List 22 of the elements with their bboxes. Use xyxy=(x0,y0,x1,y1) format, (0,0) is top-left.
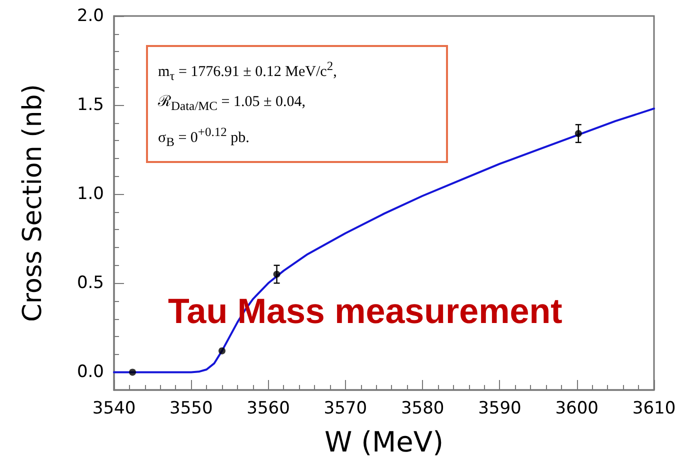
point xyxy=(218,347,226,354)
y-axis-title: Cross Section (nb) xyxy=(18,84,48,322)
x-tick-label: 3580 xyxy=(400,398,444,418)
y-tick-label: 1.0 xyxy=(76,184,104,204)
x-tick-label: 3540 xyxy=(92,398,136,418)
y-tick-label: 2.0 xyxy=(76,6,104,26)
x-tick-label: 3590 xyxy=(478,398,522,418)
x-axis-title: W (MeV) xyxy=(324,426,444,458)
annotation: σ$_{B}$ = 0$^{+0.12}$ pb. xyxy=(158,124,250,151)
x-tick-label: 3610 xyxy=(632,398,676,418)
x-tick-label: 3560 xyxy=(246,398,290,418)
annotation: m$_{τ}$ = 1776.91 ± 0.12 MeV/c$^{2}$, xyxy=(158,58,338,85)
point xyxy=(129,368,136,376)
x-tick-label: 3570 xyxy=(324,398,368,418)
y-tick-label: 0.5 xyxy=(76,273,104,294)
annotation: ℛ$_{Data/MC}$ = 1.05 ± 0.04, xyxy=(158,93,306,115)
y-tick-label: 0.0 xyxy=(76,362,104,382)
point xyxy=(273,270,280,278)
point xyxy=(574,130,582,138)
x-tick-label: 3600 xyxy=(555,398,598,418)
x-tick-label: 3550 xyxy=(170,398,213,418)
y-tick-label: 1.5 xyxy=(76,95,104,116)
